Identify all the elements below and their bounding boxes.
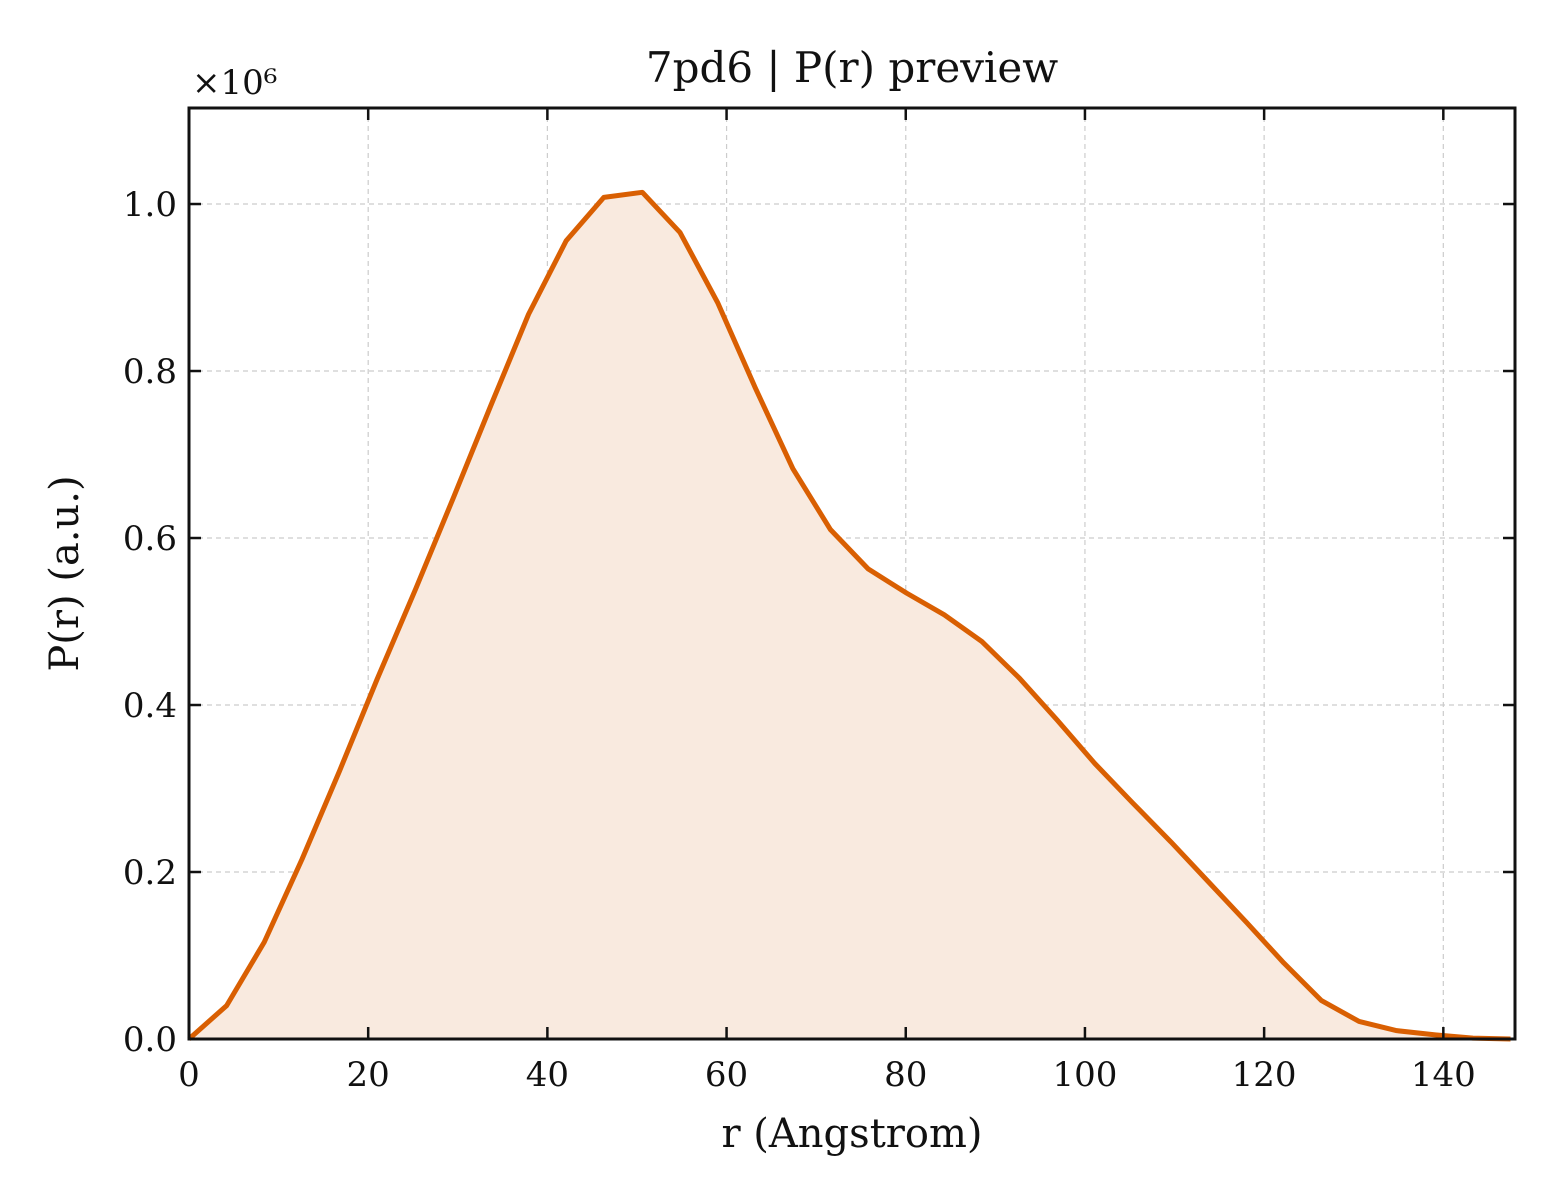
data-point [1244, 920, 1249, 925]
pr-data-line [187, 189, 1511, 1042]
data-point [413, 586, 418, 591]
data-point [262, 940, 267, 945]
y-tick-label: 0.8 [123, 352, 177, 392]
data-point [375, 677, 380, 682]
data-point [1092, 761, 1097, 766]
data-point [488, 403, 493, 408]
data-point [1394, 1028, 1399, 1033]
data-point [1055, 718, 1060, 723]
data-point [904, 591, 909, 596]
data-point [715, 300, 720, 305]
chart-title: 7pd6 | P(r) preview [646, 43, 1058, 92]
x-tick-label: 120 [1232, 1055, 1297, 1095]
data-point [942, 612, 947, 617]
data-point [601, 195, 606, 200]
y-tick-label: 0.4 [123, 686, 177, 726]
data-point [526, 312, 531, 317]
data-point [299, 857, 304, 862]
data-point [677, 230, 682, 235]
data-point [1433, 1032, 1438, 1037]
x-tick-label: 40 [526, 1055, 569, 1095]
x-tick-label: 20 [347, 1055, 390, 1095]
data-point [979, 639, 984, 644]
tick-labels: 0 20 40 60 80 100 120 140 0.0 0.2 0.4 0.6 0.8 1.0 [123, 185, 1476, 1095]
data-point [1319, 998, 1324, 1003]
x-tick-label: 80 [884, 1055, 927, 1095]
data-point [1206, 880, 1211, 885]
y-tick-label: 1.0 [123, 185, 177, 225]
data-point [451, 495, 456, 500]
x-tick-label: 0 [178, 1055, 200, 1095]
data-point [1168, 839, 1173, 844]
data-point [1281, 961, 1286, 966]
data-point [866, 566, 871, 571]
x-axis-title: r (Angstrom) [721, 1111, 982, 1157]
y-axis-title: P(r) (a.u.) [42, 475, 88, 671]
data-point [753, 385, 758, 390]
data-point [828, 527, 833, 532]
data-point [224, 1003, 229, 1008]
y-tick-label: 0.0 [123, 1020, 177, 1060]
data-point [1357, 1019, 1362, 1024]
y-axis-offset-label: ×10⁶ [192, 63, 277, 103]
data-point [790, 466, 795, 471]
data-point [337, 768, 342, 773]
plot-frame [187, 106, 1517, 1041]
y-tick-label: 0.2 [123, 853, 177, 893]
pr-area-fill [189, 192, 1511, 1039]
x-tick-label: 60 [705, 1055, 748, 1095]
x-tick-label: 140 [1411, 1055, 1476, 1095]
data-point [564, 238, 569, 243]
data-point [1130, 800, 1135, 805]
data-point [1017, 676, 1022, 681]
y-tick-label: 0.6 [123, 519, 177, 559]
x-tick-label: 100 [1052, 1055, 1117, 1095]
data-point [640, 190, 645, 195]
